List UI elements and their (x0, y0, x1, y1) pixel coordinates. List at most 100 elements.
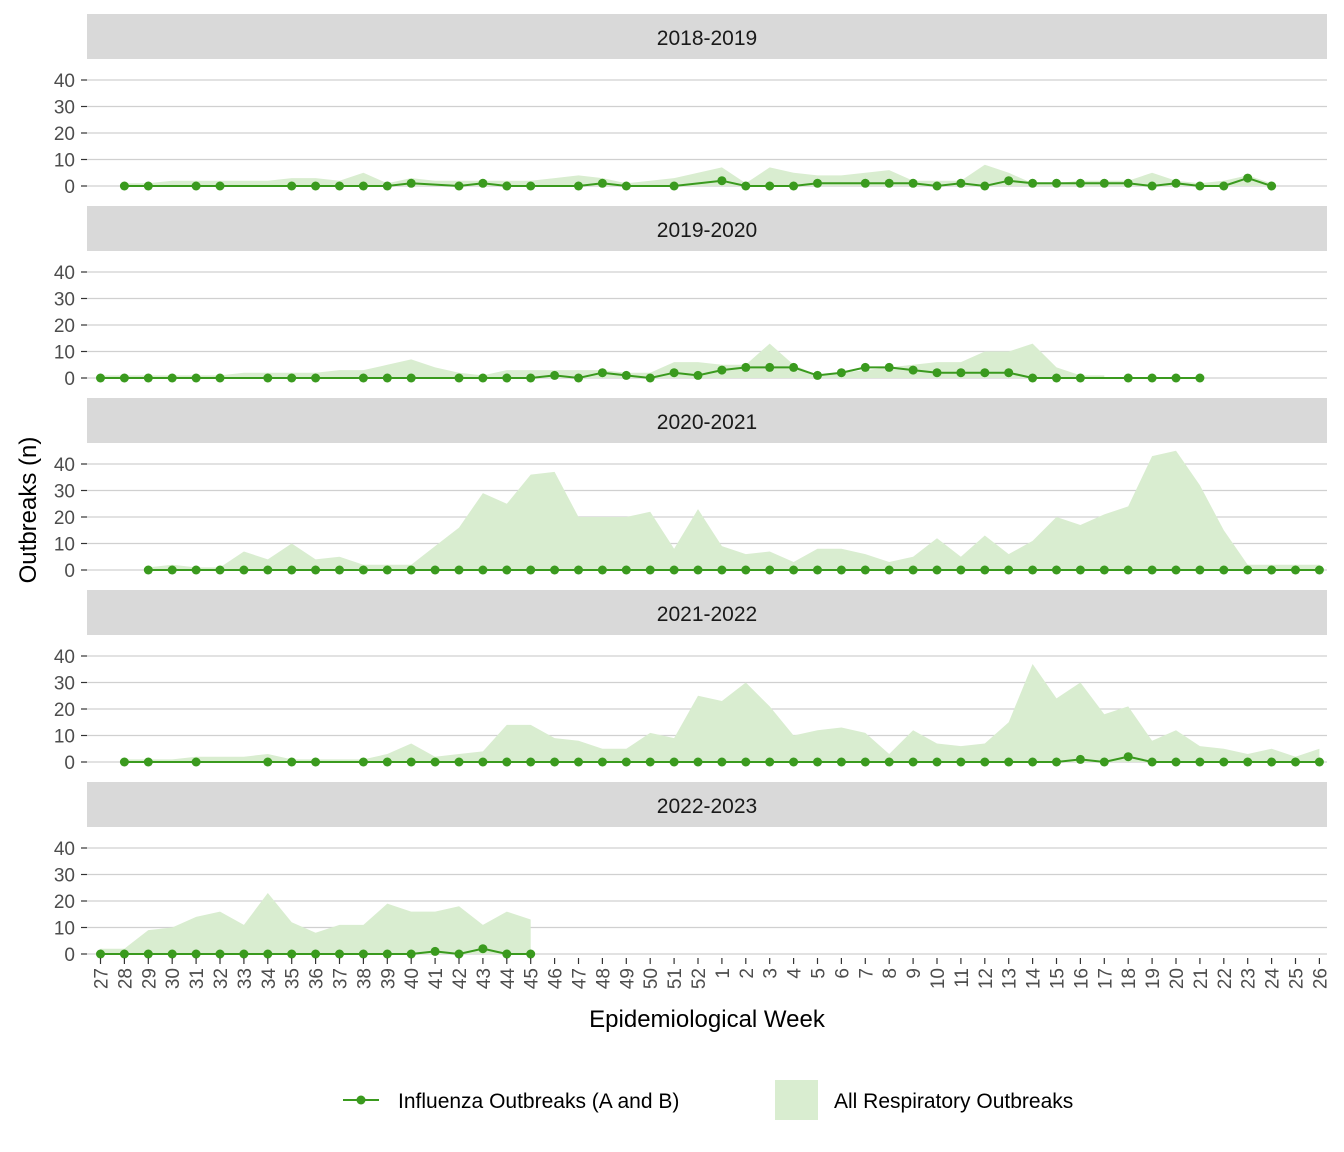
influenza-point (1099, 178, 1109, 188)
influenza-point (884, 565, 894, 575)
influenza-point (1075, 373, 1085, 383)
influenza-point (597, 757, 607, 767)
facet-strip-label: 2021-2022 (657, 603, 757, 626)
x-tick-label: 1 (713, 968, 734, 979)
influenza-point (1028, 757, 1038, 767)
influenza-point (813, 370, 822, 380)
influenza-point (765, 565, 775, 575)
influenza-point (191, 949, 201, 959)
influenza-point (215, 949, 225, 959)
influenza-point (167, 373, 177, 383)
influenza-point (454, 949, 464, 959)
x-tick-label: 29 (139, 968, 160, 989)
influenza-point (1099, 565, 1109, 575)
y-tick-label: 20 (54, 124, 75, 145)
x-tick-label: 19 (1143, 968, 1164, 989)
influenza-point (430, 565, 440, 575)
influenza-point (932, 565, 942, 575)
influenza-point (741, 757, 751, 767)
influenza-point (1195, 565, 1205, 575)
influenza-point (693, 370, 703, 380)
influenza-point (550, 370, 560, 380)
facet-strip (87, 590, 1327, 635)
influenza-point (980, 565, 990, 575)
influenza-point (1267, 181, 1277, 191)
influenza-point (287, 949, 297, 959)
influenza-point (478, 565, 488, 575)
influenza-point (358, 757, 368, 767)
y-tick-label: 0 (64, 753, 75, 774)
influenza-point (956, 757, 966, 767)
influenza-point (1075, 178, 1085, 188)
x-tick-label: 48 (593, 968, 614, 989)
influenza-point (741, 565, 751, 575)
x-tick-label: 27 (92, 968, 113, 989)
influenza-point (143, 565, 153, 575)
facet-panel: 2018-2019 0 10 20 30 40 (54, 14, 1327, 198)
x-tick-label: 4 (785, 968, 806, 979)
influenza-point (478, 944, 488, 954)
influenza-point (502, 373, 512, 383)
influenza-point (526, 949, 536, 959)
x-tick-label: 33 (235, 968, 256, 989)
legend-influenza-point-icon (356, 1095, 366, 1105)
influenza-point (335, 565, 344, 575)
x-tick-label: 20 (1167, 968, 1188, 989)
y-tick-label: 40 (54, 455, 75, 476)
influenza-point (406, 757, 416, 767)
influenza-point (382, 757, 392, 767)
x-axis: 27 28 29 30 31 32 33 34 35 36 37 38 39 40 41 42 43 44 45 46… (92, 958, 1331, 990)
influenza-point (311, 181, 321, 191)
y-tick-label: 40 (54, 647, 75, 668)
y-tick-label: 30 (54, 866, 75, 887)
influenza-point (550, 757, 560, 767)
influenza-point (884, 178, 894, 188)
influenza-point (669, 565, 679, 575)
influenza-point (1147, 373, 1157, 383)
influenza-point (1052, 757, 1061, 767)
influenza-point (1219, 757, 1229, 767)
influenza-point (191, 181, 201, 191)
influenza-point (239, 565, 249, 575)
legend-influenza-label: Influenza Outbreaks (A and B) (398, 1090, 679, 1113)
influenza-point (574, 373, 583, 383)
influenza-point (908, 365, 918, 375)
influenza-point (1147, 757, 1157, 767)
influenza-point (263, 373, 273, 383)
x-tick-label: 35 (283, 968, 304, 989)
influenza-point (1147, 181, 1157, 191)
influenza-point (287, 757, 297, 767)
influenza-point (239, 949, 249, 959)
influenza-point (96, 373, 105, 383)
influenza-point (143, 373, 153, 383)
facet-panel: 2019-2020 0 10 20 30 40 (54, 206, 1327, 390)
influenza-point (717, 565, 727, 575)
influenza-point (1099, 757, 1109, 767)
influenza-point (836, 757, 846, 767)
y-axis-title: Outbreaks (n) (15, 437, 42, 584)
influenza-point (1243, 757, 1253, 767)
influenza-point (191, 565, 201, 575)
y-tick-label: 20 (54, 316, 75, 337)
influenza-point (1171, 565, 1181, 575)
influenza-point (430, 946, 440, 956)
influenza-point (1267, 565, 1277, 575)
facet-strip-label: 2019-2020 (657, 219, 757, 242)
influenza-point (1075, 565, 1085, 575)
influenza-point (717, 176, 727, 186)
x-tick-label: 24 (1263, 968, 1284, 990)
influenza-point (358, 181, 368, 191)
x-tick-label: 31 (187, 968, 208, 989)
influenza-point (1291, 565, 1300, 575)
x-tick-label: 47 (570, 968, 591, 989)
influenza-point (597, 368, 607, 378)
x-tick-label: 44 (498, 968, 519, 990)
influenza-point (1195, 181, 1205, 191)
legend: Influenza Outbreaks (A and B) All Respir… (343, 1080, 1073, 1120)
influenza-point (1075, 754, 1085, 764)
influenza-point (741, 181, 751, 191)
y-tick-label: 20 (54, 508, 75, 529)
influenza-point (932, 181, 942, 191)
x-tick-label: 8 (880, 968, 901, 979)
influenza-point (813, 178, 822, 188)
